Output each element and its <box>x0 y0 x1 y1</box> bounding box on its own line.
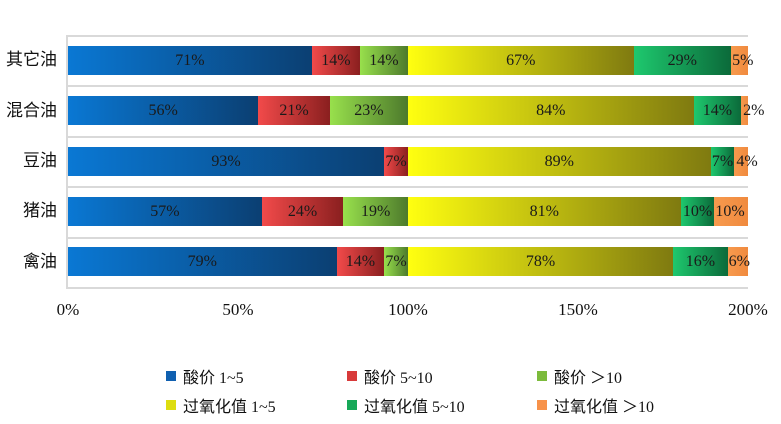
data-label: 93% <box>211 152 241 170</box>
x-tick-label: 0% <box>56 300 80 319</box>
gridline <box>68 287 748 289</box>
legend-item: 过氧化值 1~5 <box>166 393 276 417</box>
data-label: 5% <box>732 51 754 69</box>
bar-row: 57% 24% 19% 81% 10% 10% <box>68 197 748 226</box>
data-label: 57% <box>150 202 180 220</box>
data-label: 7% <box>385 252 407 270</box>
bar-segment: 7% <box>710 147 735 176</box>
data-label: 78% <box>525 252 556 270</box>
data-label: 10% <box>715 202 745 220</box>
data-label: 14% <box>321 51 351 69</box>
bar-segment: 23% <box>329 96 408 125</box>
bar-segment: 5% <box>731 46 753 75</box>
gridline <box>68 237 748 239</box>
bar-segment: 29% <box>633 46 732 75</box>
gridline <box>68 136 748 138</box>
legend-item: 酸价 5~10 <box>347 364 433 388</box>
bar-segment: 6% <box>727 247 750 276</box>
bar-segment: 14% <box>693 96 742 125</box>
data-label: 6% <box>728 252 750 270</box>
bar-segment: 56% <box>68 96 259 125</box>
gridline <box>68 35 748 37</box>
legend-item: 酸价 1~5 <box>166 364 244 388</box>
bar-row: 93% 7% 89% 7% 4% <box>68 147 758 176</box>
bar-segment: 78% <box>407 247 674 276</box>
data-label: 2% <box>743 101 765 119</box>
bar-row: 56% 21% 23% 84% 14% 2% <box>68 96 764 125</box>
x-tick-label: 200% <box>728 300 768 319</box>
data-label: 71% <box>175 51 205 69</box>
bar-segment: 7% <box>384 247 408 276</box>
legend-item: 过氧化值 ＞10 <box>537 393 654 417</box>
data-label: 89% <box>544 152 574 170</box>
legend-label: 过氧化值 1~5 <box>183 399 276 416</box>
bar-segment: 57% <box>68 197 262 226</box>
bar-segment: 7% <box>384 147 408 176</box>
category-label: 猪油 <box>23 201 57 221</box>
bar-segment: 14% <box>311 46 360 75</box>
bar-segment: 93% <box>68 147 385 176</box>
bar-segment: 81% <box>407 197 681 226</box>
legend-label: 酸价 ＞10 <box>554 370 623 387</box>
bar-segment: 16% <box>673 247 728 276</box>
data-label: 19% <box>361 202 391 220</box>
legend-swatch-icon <box>166 400 176 410</box>
data-label: 79% <box>187 252 217 270</box>
data-label: 23% <box>354 101 384 119</box>
legend-swatch-icon <box>347 371 357 381</box>
legend-label: 酸价 5~10 <box>364 370 433 387</box>
y-axis-line <box>66 35 68 289</box>
bar-segment: 14% <box>359 46 408 75</box>
legend-item: 过氧化值 5~10 <box>347 393 465 417</box>
data-label: 10% <box>682 202 713 220</box>
data-label: 81% <box>529 202 559 220</box>
data-label: 14% <box>369 51 399 69</box>
bar-segment: 4% <box>734 147 758 176</box>
bar-row: 71% 14% 14% 67% 29% 5% <box>68 46 753 75</box>
data-label: 4% <box>736 152 758 170</box>
bar-segment: 2% <box>741 96 764 125</box>
legend-swatch-icon <box>347 400 357 410</box>
legend-swatch-icon <box>166 371 176 381</box>
legend-swatch-icon <box>537 400 547 410</box>
legend-item: 酸价 ＞10 <box>537 364 622 388</box>
category-label: 禽油 <box>23 251 57 271</box>
data-label: 7% <box>711 152 734 170</box>
data-label: 67% <box>506 51 536 69</box>
gridline <box>68 186 748 188</box>
bar-segment: 19% <box>343 197 408 226</box>
bar-row: 79% 14% 7% 78% 16% 6% <box>68 247 750 276</box>
data-label: 29% <box>667 51 697 69</box>
category-label: 其它油 <box>6 50 57 70</box>
bar-segment: 71% <box>68 46 312 75</box>
data-label: 7% <box>385 152 407 170</box>
category-label: 混合油 <box>6 100 57 120</box>
data-label: 24% <box>287 202 318 220</box>
category-label: 豆油 <box>23 151 57 170</box>
legend-swatch-icon <box>537 371 547 381</box>
data-label: 56% <box>148 101 178 119</box>
bar-segment: 21% <box>258 96 330 125</box>
data-label: 14% <box>702 101 733 119</box>
legend-label: 过氧化值 ＞10 <box>554 399 655 416</box>
bar-segment: 10% <box>680 197 715 226</box>
data-label: 14% <box>345 252 376 270</box>
x-tick-label: 100% <box>388 300 428 319</box>
bar-segment: 24% <box>261 197 344 226</box>
bar-segment: 67% <box>407 46 634 75</box>
bar-segment: 10% <box>714 197 748 226</box>
data-label: 21% <box>279 101 309 119</box>
legend-label: 过氧化值 5~10 <box>364 399 465 416</box>
bar-segment: 79% <box>68 247 337 276</box>
x-tick-label: 150% <box>558 300 598 319</box>
gridline <box>68 85 748 87</box>
data-label: 84% <box>536 101 566 119</box>
bar-segment: 84% <box>407 96 694 125</box>
x-tick-label: 50% <box>222 300 254 319</box>
data-label: 16% <box>685 252 716 270</box>
bar-segment: 14% <box>336 247 385 276</box>
legend-label: 酸价 1~5 <box>183 370 244 387</box>
bar-segment: 89% <box>407 147 711 176</box>
